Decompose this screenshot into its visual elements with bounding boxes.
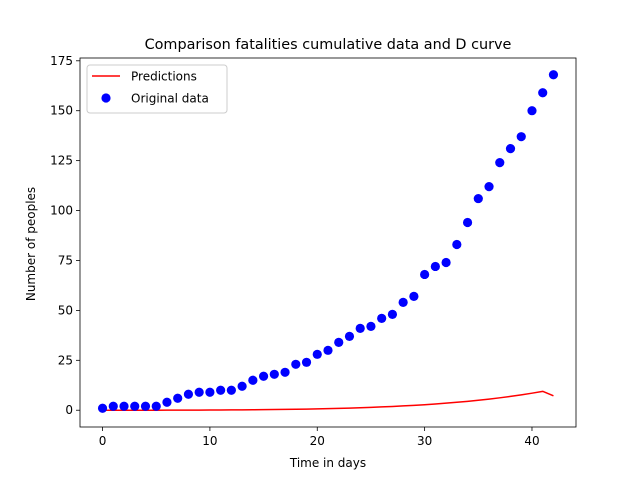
x-tick-label: 10 [202,434,217,448]
data-point [366,321,376,331]
data-point [420,269,430,280]
data-point [473,193,483,204]
data-point [194,387,204,397]
data-point [226,385,236,395]
y-tick-label: 0 [65,403,73,417]
legend-label: Predictions [131,70,197,84]
data-point [248,375,258,385]
x-axis-label: Time in days [289,456,366,470]
data-point [441,257,451,268]
data-point [312,349,322,359]
x-tick-label: 20 [310,434,325,448]
plot-frame [79,57,577,428]
data-point [108,401,118,411]
data-point [130,401,140,411]
data-point [151,401,161,411]
data-point [387,309,398,319]
data-point [173,393,183,403]
data-point [162,397,172,407]
x-tick-label: 0 [99,434,107,448]
data-point [452,239,462,250]
legend-label: Original data [131,92,209,106]
data-point [505,144,516,154]
data-point [205,387,215,397]
chart-title: Comparison fatalities cumulative data an… [145,37,512,53]
data-point [377,313,387,323]
axes: 0 10 20 30 40 0 25 50 75 100 125 150 175 [50,54,577,448]
original-data-series [97,70,559,413]
y-tick-label: 175 [50,54,73,68]
predictions-line [102,390,554,411]
x-tick-label: 30 [417,434,432,448]
legend: Predictions Original data [86,64,228,114]
y-axis-label: Number of peoples [24,187,38,301]
legend-box [86,64,228,114]
data-point [430,261,440,272]
data-point [140,401,151,411]
data-point [258,371,269,381]
data-point [280,367,290,377]
data-point [462,217,473,228]
predictions-series [102,390,554,411]
data-point [516,132,526,142]
data-point [344,331,355,341]
y-tick-label: 50 [58,303,73,317]
y-tick-label: 25 [58,353,73,367]
data-point [334,337,344,347]
data-point [291,359,301,369]
y-tick-label: 75 [58,253,73,267]
data-point [216,385,226,395]
data-point [301,357,312,367]
data-point [409,291,419,302]
data-point [237,381,247,391]
legend-marker-swatch [101,93,111,103]
data-point [548,70,559,80]
data-point [119,401,129,411]
data-point [527,106,537,116]
y-tick-label: 125 [50,154,73,168]
data-point [495,158,505,168]
data-point [269,369,279,379]
data-point [183,389,194,399]
x-tick-label: 40 [524,434,539,448]
y-tick-label: 150 [50,104,73,118]
data-point [323,345,333,355]
y-tick-label: 100 [50,204,73,218]
data-point [484,181,494,192]
data-point [355,323,365,333]
data-point [398,297,408,307]
data-point [538,88,548,98]
data-point [97,403,108,413]
